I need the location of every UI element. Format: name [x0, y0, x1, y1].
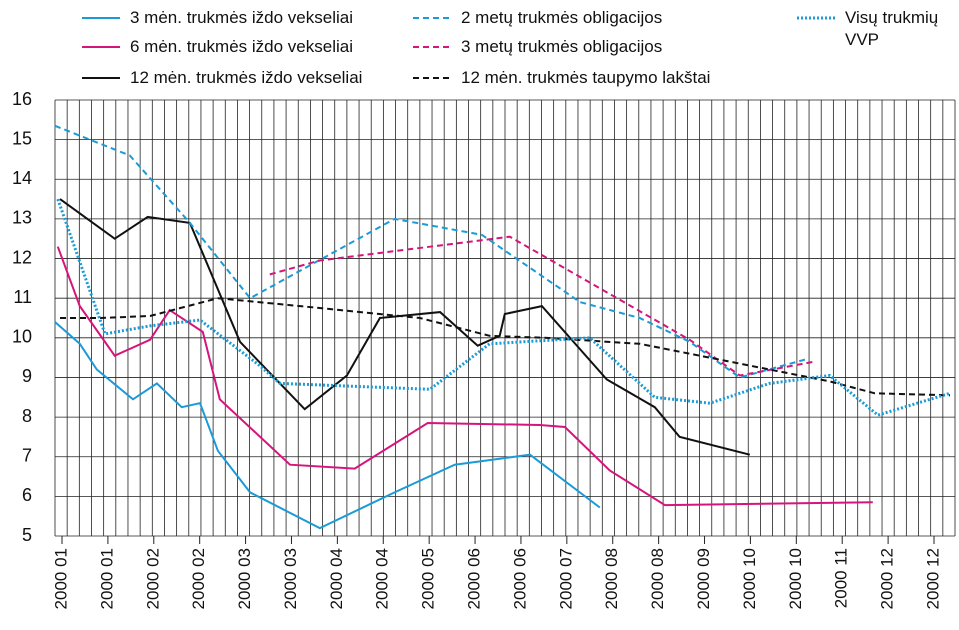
x-tick-label: 2000 01 [51, 548, 70, 609]
y-tick-label: 14 [12, 168, 32, 188]
x-tick-label: 2000 07 [556, 548, 575, 609]
x-tick-label: 2000 01 [97, 548, 116, 609]
y-tick-label: 7 [22, 445, 32, 465]
series-line [56, 198, 951, 417]
legend-label: Visų trukmių VVP [845, 8, 939, 49]
legend-label: 12 mėn. trukmės taupymo lakštai [461, 68, 711, 87]
y-tick-label: 12 [12, 247, 32, 267]
series-line [59, 198, 751, 456]
x-tick-label: 2000 12 [923, 548, 942, 609]
series-line [269, 235, 815, 377]
x-tick-label: 2000 08 [602, 548, 621, 609]
legend-label: 3 mėn. trukmės iždo vekseliai [130, 8, 353, 27]
y-tick-label: 11 [13, 287, 32, 307]
legend-label: 12 mėn. trukmės iždo vekseliai [130, 68, 363, 87]
series-line [60, 297, 951, 397]
legend-label: 3 metų trukmės obligacijos [461, 37, 663, 56]
y-tick-label: 13 [12, 208, 32, 228]
x-tick-label: 2000 04 [373, 548, 392, 609]
legend-label: 6 mėn. trukmės iždo vekseliai [130, 37, 353, 56]
x-tick-label: 2000 02 [143, 548, 162, 609]
series-line [56, 246, 873, 507]
series-line [54, 124, 806, 379]
x-tick-label: 2000 06 [510, 548, 529, 609]
x-tick-label: 2000 03 [281, 548, 300, 609]
y-tick-label: 15 [12, 128, 32, 148]
x-tick-label: 2000 10 [786, 548, 805, 609]
y-tick-label: 5 [22, 525, 32, 545]
x-tick-label: 2000 08 [648, 548, 667, 609]
y-tick-label: 16 [12, 89, 32, 109]
x-tick-label: 2000 11 [832, 548, 851, 608]
y-tick-label: 10 [12, 327, 32, 347]
y-tick-label: 8 [22, 406, 32, 426]
x-tick-label: 2000 10 [740, 548, 759, 609]
legend-label: 2 metų trukmės obligacijos [461, 8, 663, 27]
x-tick-label: 2000 03 [235, 548, 254, 609]
x-tick-label: 2000 04 [327, 548, 346, 609]
y-tick-label: 6 [22, 485, 32, 505]
x-tick-label: 2000 06 [465, 548, 484, 609]
y-tick-label: 9 [22, 366, 32, 386]
x-tick-label: 2000 05 [419, 548, 438, 609]
x-tick-label: 2000 02 [189, 548, 208, 609]
x-tick-label: 2000 09 [694, 548, 713, 609]
x-tick-label: 2000 12 [878, 548, 897, 609]
series-line [54, 321, 601, 530]
